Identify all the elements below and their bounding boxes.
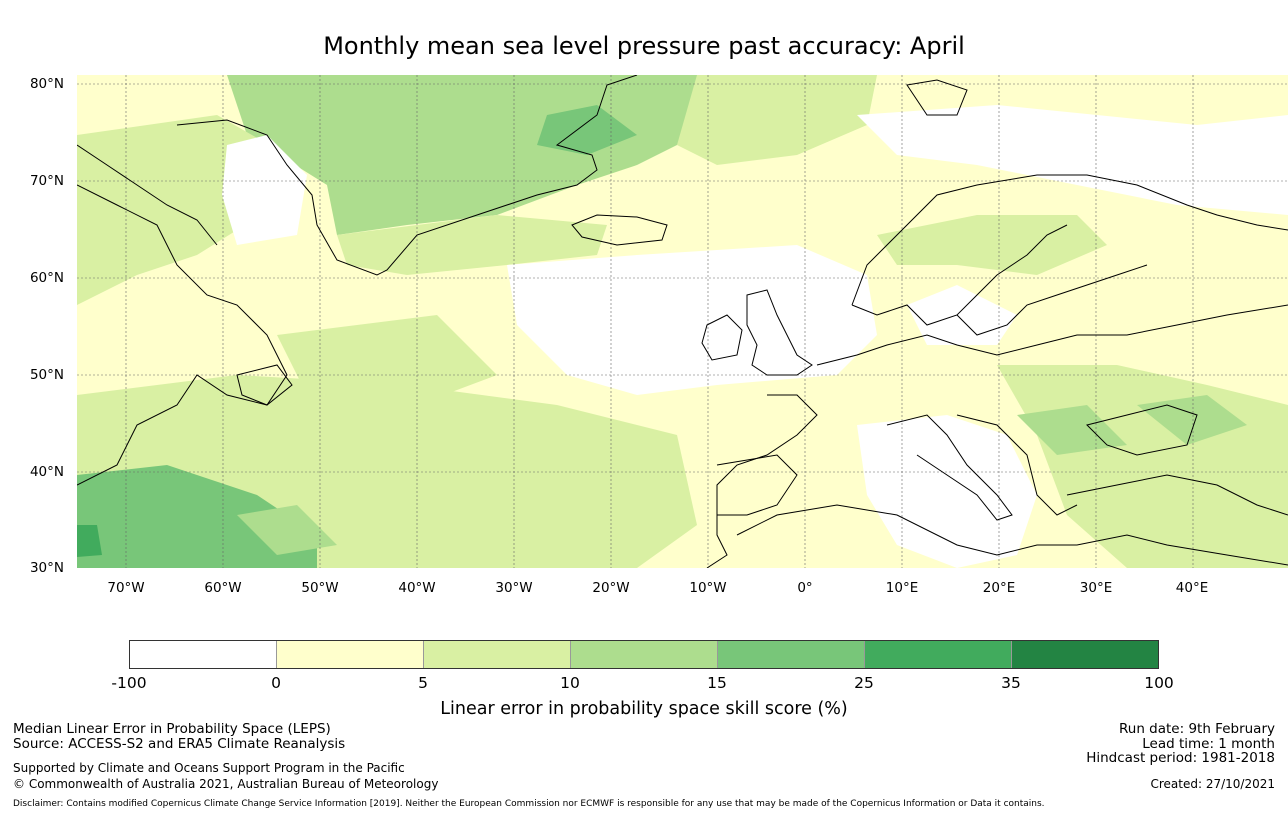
skill-fill-regions — [77, 75, 1288, 568]
lat-label-60n: 60°N — [29, 270, 64, 286]
lat-label-40n: 40°N — [29, 464, 64, 480]
coastline-newfoundland — [236, 364, 293, 406]
colorbar-tick: 5 — [418, 674, 428, 692]
coastline-norway-south — [851, 224, 1068, 326]
coastline-blacksea — [1086, 404, 1198, 456]
region-southwest-green — [77, 465, 317, 568]
region-mediterranean-white — [857, 415, 1037, 568]
colorbar-tick: 0 — [271, 674, 281, 692]
footer-run-date: Run date: 9th February — [1118, 721, 1275, 737]
lon-label-20w: 20°W — [592, 580, 630, 596]
colorbar-tick: 35 — [1001, 674, 1021, 692]
colorbar-tick: 25 — [854, 674, 874, 692]
region-light-green-north — [677, 75, 877, 165]
footer-lead-time: Lead time: 1 month — [1142, 736, 1275, 752]
colorbar-tick: 10 — [560, 674, 580, 692]
footer-leps-text: Median Linear Error in Probability Space… — [13, 721, 331, 737]
coastline-baltic — [956, 264, 1148, 336]
lon-label-40w: 40°W — [398, 580, 436, 596]
lat-label-50n: 50°N — [29, 367, 64, 383]
lon-label-10e: 10°E — [885, 580, 919, 596]
lon-label-20e: 20°E — [982, 580, 1016, 596]
coastline-north-europe — [816, 304, 1288, 366]
colorbar — [129, 640, 1159, 669]
colorbar-segment — [865, 641, 1012, 668]
lat-label-80n: 80°N — [29, 76, 64, 92]
footer-created-date: Created: 27/10/2021 — [1150, 777, 1275, 791]
colorbar-segment — [571, 641, 718, 668]
lon-label-30e: 30°E — [1079, 580, 1113, 596]
region-mid-atlantic-lgreen — [277, 315, 497, 405]
coastline-ireland — [701, 314, 743, 361]
chart-title: Monthly mean sea level pressure past acc… — [323, 32, 965, 60]
coastline-svalbard — [906, 79, 968, 116]
region-mid-green-patch — [237, 505, 337, 555]
coastline-italy — [886, 414, 1013, 521]
colorbar-tick: 15 — [707, 674, 727, 692]
colorbar-tick: 100 — [1144, 674, 1174, 692]
lon-label-70w: 70°W — [107, 580, 145, 596]
lon-label-30w: 30°W — [495, 580, 533, 596]
coastline-canada — [77, 184, 288, 486]
region-east-lgreen — [997, 365, 1288, 568]
region-blacksea-green — [1137, 395, 1247, 445]
coastline-north-africa — [736, 504, 1288, 566]
lon-label-60w: 60°W — [204, 580, 242, 596]
colorbar-segment — [718, 641, 865, 668]
region-scandinavia-white — [907, 285, 1017, 345]
region-north-dgreen — [537, 105, 637, 155]
region-subpolar-lgreen — [337, 215, 607, 275]
lon-label-50w: 50°W — [301, 580, 339, 596]
coastline-balkans — [956, 414, 1078, 516]
gridlines — [77, 75, 1288, 568]
disclaimer-text: Disclaimer: Contains modified Copernicus… — [13, 799, 1045, 809]
coastline-turkey — [1066, 474, 1288, 516]
region-eastatlantic-white — [507, 245, 877, 395]
lon-label-0: 0° — [797, 580, 813, 596]
region-northeast-white — [857, 105, 1288, 215]
region-norway-lgreen — [877, 215, 1107, 275]
skill-score-map[interactable] — [77, 75, 1288, 568]
coastline-labrador — [77, 144, 218, 246]
colorbar-tick: -100 — [111, 674, 147, 692]
colorbar-segment — [424, 641, 571, 668]
colorbar-label: Linear error in probability space skill … — [440, 699, 848, 719]
coastline-iberia — [716, 454, 798, 516]
coastline-europe-west — [706, 394, 818, 568]
colorbar-segment — [277, 641, 424, 668]
coastline-greenland — [176, 75, 638, 276]
coastline-iceland — [571, 214, 668, 246]
lat-label-30n: 30°N — [29, 560, 64, 576]
region-east-green — [1017, 405, 1127, 455]
colorbar-segment — [130, 641, 277, 668]
lon-label-10w: 10°W — [689, 580, 727, 596]
coastline-britain — [746, 289, 813, 376]
lon-label-40e: 40°E — [1175, 580, 1209, 596]
map-canvas — [77, 75, 1288, 568]
coastline-scandinavia — [851, 174, 1288, 306]
footer-source-text: Source: ACCESS-S2 and ERA5 Climate Reana… — [13, 736, 346, 752]
lat-label-70n: 70°N — [29, 173, 64, 189]
footer-support-text: Supported by Climate and Oceans Support … — [13, 761, 405, 775]
colorbar-segment — [1012, 641, 1158, 668]
coastlines — [77, 75, 1288, 568]
region-southwest-dgreen — [77, 525, 102, 557]
footer-hindcast-period: Hindcast period: 1981-2018 — [1086, 750, 1275, 766]
footer-copyright-text: © Commonwealth of Australia 2021, Austra… — [13, 777, 439, 791]
